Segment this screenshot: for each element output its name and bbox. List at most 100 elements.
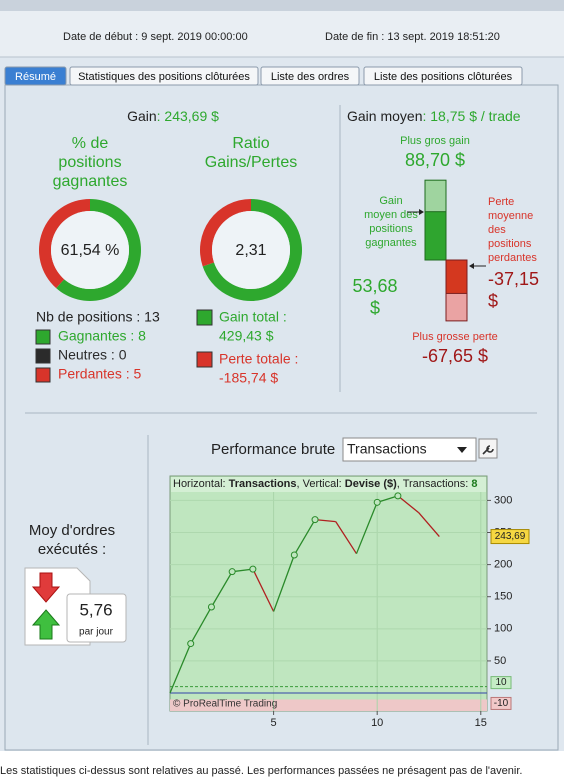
header-part: 8	[471, 478, 477, 490]
line-segment	[335, 521, 358, 555]
chart-title: Performance brute	[211, 441, 335, 458]
tab[interactable]	[4, 66, 67, 86]
point	[290, 551, 298, 559]
threshold-tag	[490, 696, 512, 710]
selector-label[interactable]: Transactions	[347, 441, 427, 457]
point	[311, 516, 319, 524]
x-tick-label: 15	[475, 717, 487, 729]
avg-loss-value: -37,15	[488, 269, 539, 289]
tab[interactable]	[363, 66, 523, 86]
last-value-tag	[490, 529, 530, 545]
threshold-label: -10	[494, 698, 509, 709]
x-tick-label: 5	[271, 717, 277, 729]
content: Résumé Statistiques des positions clôturé…	[4, 66, 539, 729]
y-tick-label: 300	[494, 494, 512, 506]
line-segment	[190, 606, 213, 644]
orders-title: exécutés :	[38, 541, 106, 558]
plot-area	[169, 475, 488, 712]
donut-segment	[200, 199, 251, 267]
line-segment	[418, 512, 440, 537]
avg-loss-caption: des	[488, 224, 506, 236]
max-loss-title: Plus grosse perte	[412, 331, 498, 343]
donut-title: Gains/Pertes	[205, 154, 297, 171]
line-segment	[272, 554, 295, 612]
arrow-down-icon	[31, 572, 61, 603]
avg-loss-caption: moyenne	[488, 210, 533, 222]
watermark: © ProRealTime Trading	[173, 699, 277, 710]
avg-loss-bar	[445, 259, 468, 294]
tab-label[interactable]: Résumé	[15, 71, 56, 83]
avg-gain-caption: Gain	[379, 195, 402, 207]
threshold-label: 10	[495, 677, 507, 688]
avg-loss-caption: Perte	[488, 196, 514, 208]
footer-text: Les statistiques ci-dessus sont relative…	[0, 765, 522, 777]
loss-zone	[170, 699, 487, 711]
orders-unit: par jour	[79, 627, 114, 638]
y-tick-label: 50	[494, 655, 506, 667]
donut-segment	[56, 199, 141, 301]
donut-hole	[212, 211, 290, 289]
max-gain-title: Plus gros gain	[400, 135, 470, 147]
avg-gain-value: $	[370, 298, 380, 318]
y-tick-label: 150	[494, 591, 512, 603]
footer-bar	[0, 751, 564, 777]
heading: Gain: 243,69 $	[127, 108, 219, 124]
donut-title: Ratio	[232, 135, 269, 152]
donut-segment	[38, 199, 90, 289]
threshold-tag	[490, 676, 512, 690]
arrow-head	[419, 209, 424, 215]
avg-gain-value: 53,68	[352, 276, 397, 296]
start-date: Date de début : 9 sept. 2019 00:00:00	[63, 31, 248, 43]
legend-label: Neutres : 0	[58, 347, 127, 363]
avg-gain-caption: moyen des	[364, 209, 418, 221]
header-part: Horizontal:	[173, 478, 229, 490]
arrow-up-icon	[31, 609, 61, 640]
x-tick-label: 10	[371, 717, 383, 729]
positions-total: Nb de positions : 13	[36, 309, 160, 325]
end-date: Date de fin : 13 sept. 2019 18:51:20	[325, 31, 500, 43]
point	[394, 492, 402, 500]
legend-label: Perdantes : 5	[58, 366, 141, 382]
header-part: , Vertical:	[297, 478, 345, 490]
header-part: Transactions	[229, 478, 297, 490]
donut-hole	[51, 211, 129, 289]
selector-arrow[interactable]	[457, 447, 467, 453]
legend-swatch	[35, 348, 51, 364]
donut-title: gagnantes	[53, 173, 128, 190]
header-part: Devise ($)	[345, 478, 397, 490]
donut-center: 61,54 %	[61, 242, 120, 259]
heading-value: : 243,69 $	[157, 108, 219, 124]
legend-label: Gagnantes : 8	[58, 328, 146, 344]
line-segment	[210, 571, 233, 608]
avg-loss-caption: positions	[488, 238, 532, 250]
last-value-label: 243,69	[495, 531, 526, 542]
arrow-head	[469, 263, 474, 269]
orders-title: Moy d'ordres	[29, 522, 115, 539]
tab-label[interactable]: Liste des positions clôturées	[374, 71, 513, 83]
total-value: 429,43 $	[219, 328, 274, 344]
tab-label[interactable]: Statistiques des positions clôturées	[78, 71, 250, 83]
donut-center: 2,31	[235, 242, 266, 259]
heading: Gain moyen: 18,75 $ / trade	[347, 108, 521, 124]
donut-title: positions	[58, 154, 121, 171]
y-tick-label: 200	[494, 559, 512, 571]
total-value: -185,74 $	[219, 370, 278, 386]
tab-label[interactable]: Liste des ordres	[271, 71, 350, 83]
tab[interactable]	[69, 66, 259, 86]
header-part: , Transactions:	[397, 478, 472, 490]
point	[228, 568, 236, 576]
line-segment	[376, 495, 399, 503]
avg-gain-caption: positions	[369, 223, 413, 235]
selector[interactable]	[342, 437, 477, 462]
avg-loss-value: $	[488, 291, 498, 311]
y-tick-label: 100	[494, 623, 512, 635]
tab[interactable]	[260, 66, 360, 86]
header-band	[171, 477, 486, 492]
point	[373, 498, 381, 506]
heading-value: : 18,75 $ / trade	[422, 108, 520, 124]
orders-value-box	[66, 593, 127, 643]
point	[187, 640, 195, 648]
avg-loss-caption: perdantes	[488, 252, 537, 264]
chart-header: Horizontal: Transactions, Vertical: Devi…	[173, 478, 478, 490]
wrench-icon[interactable]	[482, 445, 494, 455]
